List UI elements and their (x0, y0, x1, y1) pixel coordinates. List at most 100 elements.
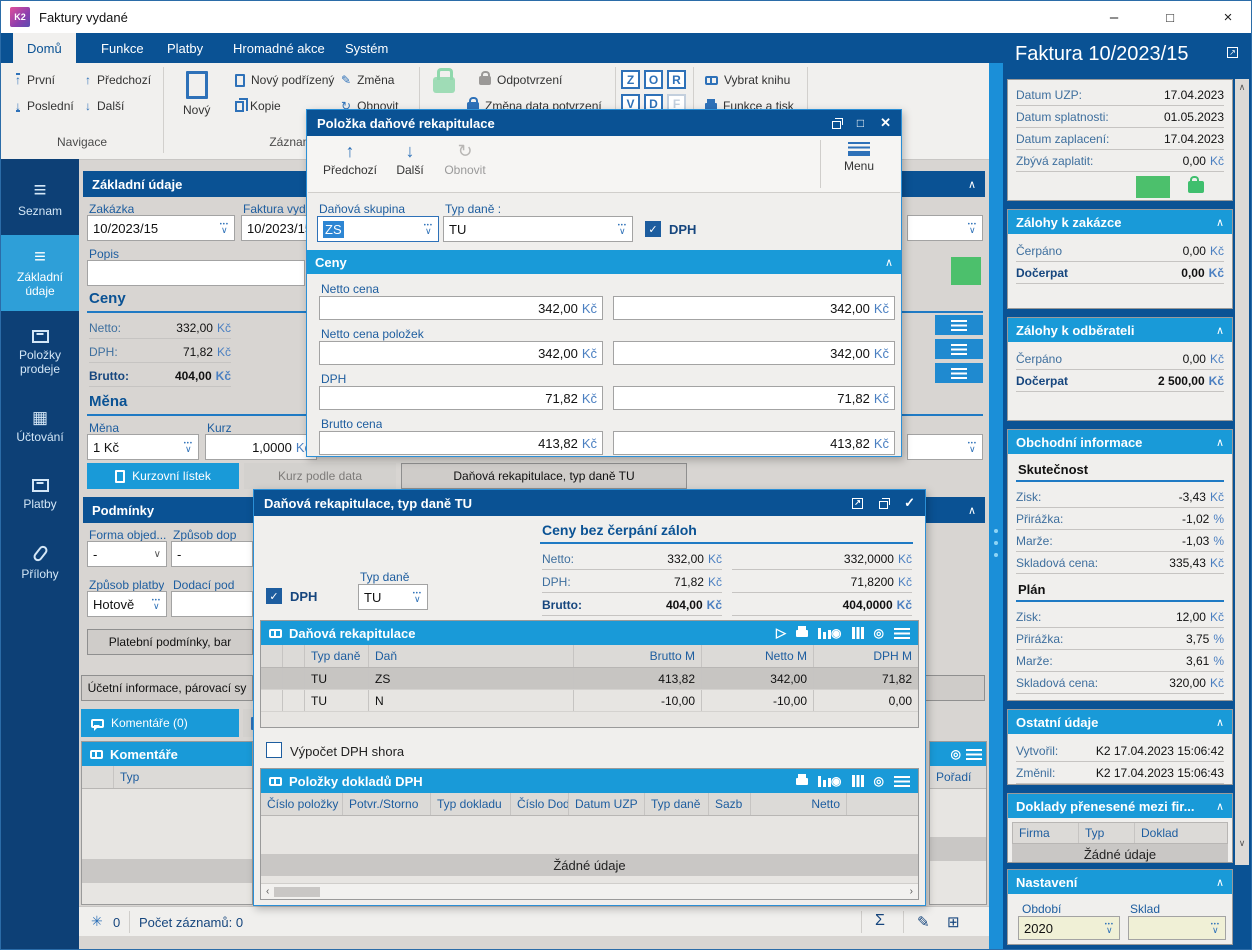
recap-row-2[interactable]: TU N -10,00 -10,00 0,00 (261, 690, 918, 712)
column-dph-m[interactable]: DPH M (873, 649, 912, 663)
chart-icon[interactable] (818, 775, 832, 787)
settings-icon[interactable]: ◎ (950, 747, 961, 761)
typ-dane-combo[interactable]: TU ••• ∨ (443, 216, 633, 242)
column-typ[interactable]: Typ (120, 770, 140, 784)
collapse-icon[interactable]: ∧ (884, 256, 893, 269)
combo-arrow-icon[interactable]: ••• ∨ (219, 221, 229, 235)
panel-scrollbar[interactable]: ∧ ∨ (1235, 79, 1249, 865)
column-datum-uzp[interactable]: Datum UZP (569, 793, 645, 815)
collapse-icon[interactable]: ∧ (1215, 216, 1224, 229)
kurzovni-listek-button[interactable]: Kurzovní lístek (87, 463, 239, 489)
edit-icon[interactable]: ✎ (917, 914, 930, 931)
restore-icon[interactable] (879, 497, 891, 509)
sidebar-item-polozky-prodeje[interactable]: Položky prodeje (1, 315, 79, 391)
tab-platby[interactable]: Platby (167, 40, 204, 56)
dialog1-titlebar[interactable]: Položka daňové rekapitulace □ ✕ (307, 110, 901, 136)
last-record-button[interactable]: ↓ Poslední (15, 99, 74, 113)
share-icon[interactable]: ◉ (831, 774, 842, 788)
share-icon[interactable]: ◉ (831, 626, 842, 640)
combo-arrow-icon[interactable]: ••• ∨ (412, 590, 422, 604)
minimize-button[interactable]: – (1109, 8, 1119, 26)
kurz-field[interactable]: 1,0000 Kč (205, 434, 317, 460)
scroll-right-icon[interactable]: › (909, 886, 913, 897)
chart-icon[interactable] (818, 627, 832, 639)
menu-button-1[interactable] (935, 315, 983, 335)
settings-icon[interactable]: ◎ (873, 626, 884, 640)
chevron-down-icon[interactable]: ∨ (153, 548, 161, 560)
menu-icon[interactable] (966, 748, 982, 760)
zpusob-platby-combo[interactable]: Hotově ••• ∨ (87, 591, 167, 617)
close-icon[interactable]: ✕ (880, 115, 891, 130)
column-typ-dane[interactable]: Typ daně (645, 793, 709, 815)
new-record-button[interactable]: Nový (183, 71, 210, 117)
settings-icon[interactable]: ◎ (873, 774, 884, 788)
column-typ-dokladu[interactable]: Typ dokladu (431, 793, 511, 815)
netto-cena-field-1[interactable]: 342,00 Kč (319, 296, 603, 320)
ostatni-udaje-header[interactable]: Ostatní údaje ∧ (1008, 710, 1232, 734)
open-external-icon[interactable]: ↗ (1227, 47, 1238, 58)
dph-field-2[interactable]: 71,82 Kč (613, 386, 895, 410)
recap-row-1[interactable]: TU ZS 413,82 342,00 71,82 (261, 668, 918, 690)
zakazka-combo[interactable]: 10/2023/15 ••• ∨ (87, 215, 235, 241)
sidebar-item-zakladni-udaje[interactable]: ≡ Základní údaje (1, 235, 79, 311)
column-dan[interactable]: Daň (369, 645, 574, 667)
dialog1-menu-button[interactable]: Menu (831, 142, 887, 173)
collapse-icon[interactable]: ∧ (1215, 436, 1224, 449)
collapse-icon[interactable]: ∧ (1215, 876, 1224, 889)
column-sazb[interactable]: Sazb (709, 793, 751, 815)
maximize-icon[interactable]: □ (856, 116, 865, 130)
zpusob-dopravy-field[interactable]: - (171, 541, 253, 567)
refresh-button-disabled[interactable]: ↻ Obnovit (444, 141, 486, 177)
netto-cena-polozek-field-2[interactable]: 342,00 Kč (613, 341, 895, 365)
collapse-icon[interactable]: ∧ (967, 178, 976, 191)
columns-icon[interactable] (851, 775, 864, 787)
brutto-cena-field-1[interactable]: 413,82 Kč (319, 431, 603, 455)
copy-button[interactable]: Kopie (235, 97, 281, 113)
tab-hromadne-akce[interactable]: Hromadné akce (233, 40, 325, 56)
column-doklad[interactable]: Doklad (1141, 826, 1179, 840)
column-potvr-storno[interactable]: Potvr./Storno (343, 793, 431, 815)
menu-button-2[interactable] (935, 339, 983, 359)
danova-rekapitulace-button[interactable]: Daňová rekapitulace, typ daně TU (401, 463, 687, 489)
netto-cena-field-2[interactable]: 342,00 Kč (613, 296, 895, 320)
combo-arrow-icon[interactable]: ••• ∨ (617, 222, 627, 236)
column-cislo-dod[interactable]: Číslo Dod (511, 793, 569, 815)
column-brutto-m[interactable]: Brutto M (574, 645, 702, 667)
danova-skupina-combo[interactable]: ZS ••• ∨ (317, 216, 439, 242)
hidden-combo-field[interactable]: ••• ∨ (907, 215, 983, 241)
zalohy-zakazka-header[interactable]: Zálohy k zakázce ∧ (1008, 210, 1232, 234)
komentare-empty-row[interactable] (82, 859, 252, 883)
obchodni-informace-header[interactable]: Obchodní informace ∧ (1008, 430, 1232, 454)
column-poradi[interactable]: Pořadí (936, 770, 972, 784)
play-icon[interactable]: ▷ (776, 625, 787, 640)
combo-arrow-icon[interactable]: ••• ∨ (183, 440, 193, 454)
sidebar-item-uctovani[interactable]: ▦ Účtování (16, 408, 64, 444)
dialog2-titlebar[interactable]: Daňová rekapitulace, typ daně TU ↗ ✓ (254, 490, 925, 516)
print-icon[interactable] (796, 625, 809, 637)
sidebar-item-seznam[interactable]: ≡ Seznam (17, 176, 63, 218)
previous-button[interactable]: ↑ Předchozí (322, 141, 378, 177)
letter-z-button[interactable]: Z (621, 70, 640, 89)
kurz-podle-data-button[interactable]: Kurz podle data (244, 463, 396, 489)
select-book-button[interactable]: Vybrat knihu (705, 73, 790, 87)
scroll-thumb[interactable] (274, 886, 321, 897)
column-firma[interactable]: Firma (1013, 823, 1079, 843)
column-typ[interactable]: Typ (1079, 823, 1135, 843)
combo-arrow-icon[interactable]: ••• ∨ (967, 440, 977, 454)
brutto-cena-field-2[interactable]: 413,82 Kč (613, 431, 895, 455)
tab-komentare[interactable]: Komentáře (0) (81, 709, 239, 737)
new-child-button[interactable]: Nový podřízený (235, 73, 334, 87)
next-button[interactable]: ↓ Další (396, 141, 424, 177)
confirm-check-icon[interactable]: ✓ (904, 495, 915, 510)
tab-domu[interactable]: Domů (13, 33, 76, 63)
combo-arrow-icon[interactable]: ••• ∨ (423, 222, 433, 236)
obdobi-combo[interactable]: 2020 ••• ∨ (1018, 916, 1120, 940)
column-typ-dane[interactable]: Typ daně (305, 645, 369, 667)
sidebar-item-platby[interactable]: Platby (1, 463, 79, 527)
restore-icon[interactable] (831, 117, 843, 129)
scroll-up-icon[interactable]: ∧ (1238, 82, 1246, 92)
typ-dane-combo[interactable]: TU ••• ∨ (358, 584, 428, 610)
column-cislo-polozky[interactable]: Číslo položky (261, 793, 343, 815)
menu-icon[interactable] (894, 775, 910, 787)
close-button[interactable]: × (1223, 8, 1233, 26)
